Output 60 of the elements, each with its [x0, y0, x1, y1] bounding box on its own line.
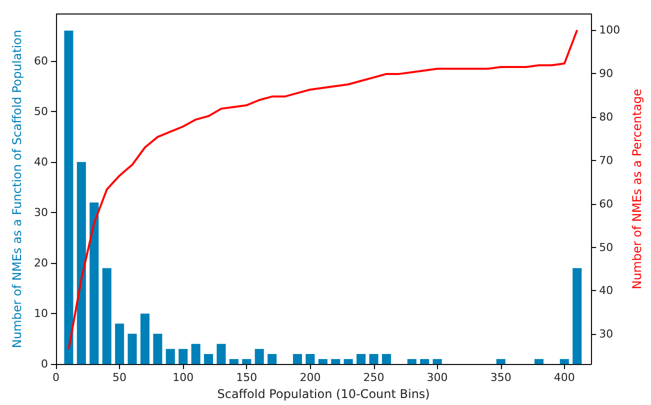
bar: [216, 344, 226, 364]
y-tick-label: 0: [41, 358, 48, 371]
bar: [128, 334, 137, 364]
bar: [64, 30, 74, 364]
x-tick-label: 350: [490, 371, 512, 384]
bar: [496, 359, 506, 364]
y-tick-label: 20: [34, 256, 48, 270]
x-axis-title: Scaffold Population (10-Count Bins): [217, 387, 430, 401]
bar: [178, 348, 188, 364]
bar: [331, 359, 340, 364]
x-tick-label: 150: [236, 371, 258, 384]
y-tick-label: 30: [34, 206, 48, 220]
y-tick-label: 60: [34, 54, 48, 68]
x-tick-label: 250: [363, 371, 384, 384]
bar: [407, 359, 416, 364]
bar: [254, 348, 264, 364]
bar: [560, 359, 569, 364]
bar: [242, 359, 252, 364]
y2-tick-label: 100: [599, 24, 620, 37]
x-tick-label: 400: [554, 371, 575, 384]
bar: [369, 354, 378, 364]
bar: [115, 324, 124, 364]
y2-tick-label: 60: [599, 197, 614, 210]
bar: [420, 359, 430, 364]
bar: [191, 344, 200, 364]
y2-tick-label: 40: [599, 284, 614, 298]
x-tick-label: 0: [52, 371, 60, 384]
bar: [292, 354, 302, 364]
x-tick-label: 50: [112, 371, 127, 384]
bar: [572, 268, 582, 364]
y2-tick-label: 80: [599, 110, 614, 124]
x-tick-label: 200: [300, 371, 321, 384]
bar: [268, 354, 277, 364]
x-tick-label: 100: [172, 371, 194, 384]
bar: [356, 354, 366, 364]
bar: [534, 359, 544, 364]
bar: [166, 348, 175, 364]
y2-axis-title: Number of NMEs as a Percentage: [630, 88, 644, 290]
bar: [102, 268, 112, 364]
line-series: [68, 29, 578, 350]
bar: [204, 354, 214, 364]
y2-tick-label: 90: [599, 67, 614, 80]
bar: [140, 314, 150, 364]
bar: [432, 359, 442, 364]
bar: [76, 162, 86, 364]
y-axis-title: Number of NMEs as a Function of Scaffold Population: [10, 30, 24, 348]
y2-tick-label: 70: [599, 154, 614, 167]
y2-tick-label: 50: [599, 240, 614, 254]
y-tick-label: 10: [34, 307, 48, 320]
y-tick-label: 40: [34, 156, 48, 169]
bar: [382, 354, 391, 364]
bar: [306, 354, 315, 364]
bar: [153, 334, 162, 364]
bar: [229, 359, 238, 364]
bar: [344, 359, 353, 364]
y2-tick-label: 30: [599, 328, 614, 341]
bar: [318, 359, 328, 364]
bar: [90, 202, 99, 364]
y-tick-label: 50: [34, 105, 48, 118]
x-tick-label: 300: [426, 371, 448, 384]
